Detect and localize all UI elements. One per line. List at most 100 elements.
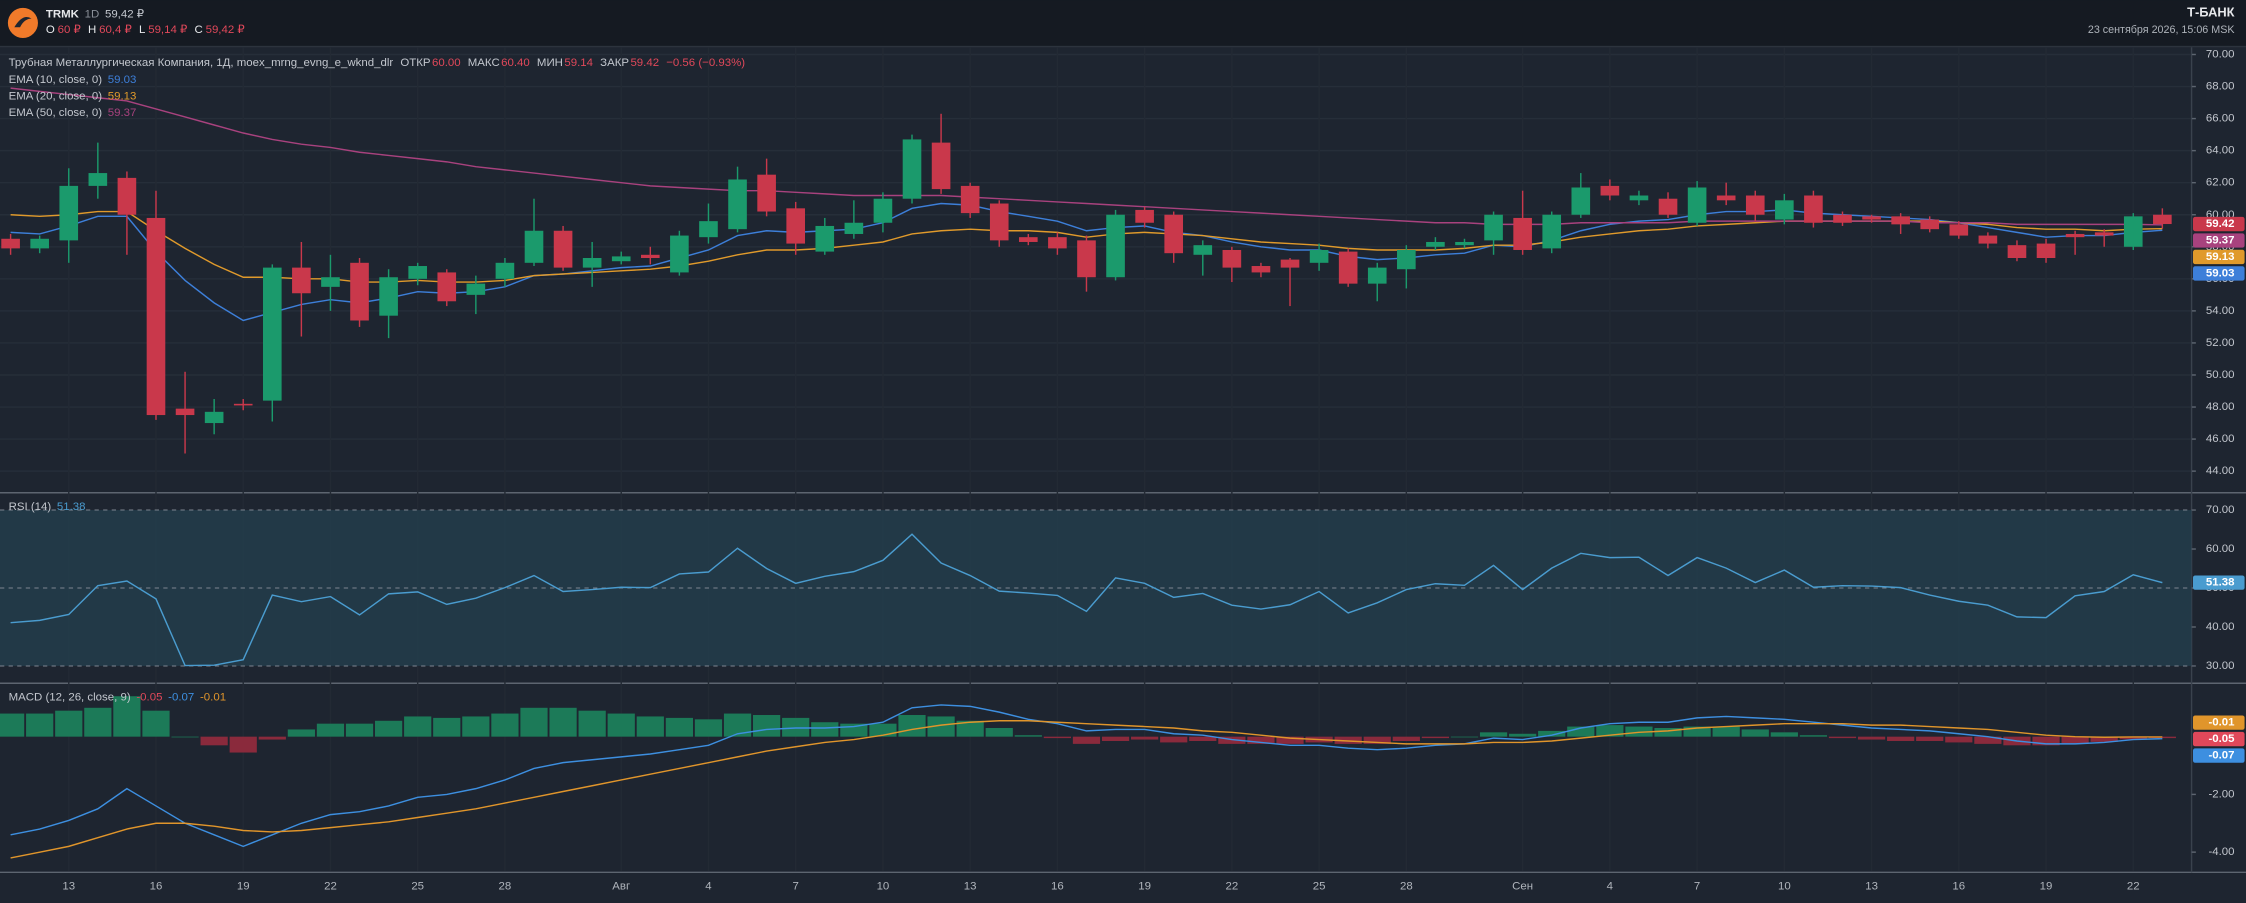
x-tick-label: 4	[705, 881, 712, 893]
candle-body	[786, 208, 806, 244]
ema-badge: 59.13	[2206, 251, 2235, 263]
candle-body	[582, 258, 602, 268]
x-tick-label: 19	[1138, 881, 1151, 893]
candle-body	[1542, 214, 1562, 249]
indicator-value: -0.05	[136, 692, 162, 704]
price-badge: 59.42	[2206, 218, 2235, 230]
histogram-bar	[1072, 736, 1101, 744]
candle-body	[1571, 187, 1591, 215]
ema-badge: 59.37	[2206, 235, 2235, 247]
y-tick-label: 44.00	[2206, 465, 2235, 477]
y-tick-label: 50.00	[2206, 369, 2235, 381]
histogram-bar	[811, 722, 839, 737]
histogram-bar	[723, 713, 752, 737]
macd-badge-bg	[2193, 731, 2245, 747]
histogram-bar	[1683, 726, 1711, 737]
histogram-bar	[1625, 726, 1653, 737]
ohlc-value: 59.42	[630, 57, 659, 69]
histogram-bar	[1916, 736, 1944, 741]
candle-body	[524, 230, 544, 263]
candle-body	[1455, 241, 1474, 246]
candle-body	[1658, 198, 1678, 215]
indicator-title: RSI (14)	[9, 501, 52, 513]
series-value: 59.13	[108, 91, 137, 103]
x-tick-label: 16	[1051, 881, 1064, 893]
candle-body	[757, 174, 776, 212]
candle-body	[59, 185, 79, 241]
x-tick-label: 28	[499, 881, 512, 893]
ohlc-value: 59,42 ₽	[206, 24, 245, 36]
series-name: EMA (50, close, 0)	[9, 107, 103, 119]
legend: MACD (12, 26, close, 9) -0.05 -0.07 -0.01	[9, 692, 226, 704]
histogram-bar	[1131, 736, 1159, 740]
macd-badge-bg	[2193, 715, 2245, 730]
histogram-bar	[229, 736, 257, 753]
macd-line	[10, 720, 2163, 859]
macd-line	[10, 704, 2163, 848]
ema-badge-bg	[2193, 249, 2245, 265]
candle-body	[1222, 249, 1242, 268]
histogram-bar	[753, 715, 781, 737]
candle-body	[815, 225, 835, 252]
ohlc-label: ЗАКР	[600, 57, 629, 69]
candle-body	[1600, 185, 1620, 196]
candle-body	[1280, 259, 1300, 268]
histogram-bar	[607, 713, 635, 737]
histogram-bar	[782, 717, 810, 737]
histogram-bar	[1276, 736, 1304, 744]
histogram-bar	[1596, 725, 1624, 737]
candle-body	[117, 177, 137, 215]
ohlc-value: 60 ₽	[58, 24, 81, 36]
candle-body	[1309, 249, 1329, 263]
macd-badge: -0.05	[2208, 733, 2235, 745]
histogram-bar	[1945, 736, 1973, 743]
candle-body	[960, 185, 980, 214]
candle-body	[408, 266, 427, 279]
histogram-bar	[2119, 736, 2147, 740]
histogram-bar	[1712, 726, 1740, 737]
candle-body	[1804, 195, 1823, 223]
candle-body	[1426, 241, 1445, 247]
histogram-bar	[1567, 726, 1595, 737]
candle-body	[437, 272, 457, 302]
histogram-bar	[375, 720, 403, 737]
candle-body	[495, 262, 515, 279]
macd-badge-bg	[2193, 748, 2245, 763]
candle-body	[1338, 251, 1358, 284]
histogram-bar	[1538, 730, 1566, 737]
candle-body	[175, 408, 195, 416]
ohlc-label: МИН	[537, 57, 563, 69]
ohlc-value: 60,4 ₽	[99, 24, 132, 36]
candle-body	[1716, 195, 1736, 201]
candle-body	[699, 221, 718, 238]
histogram-bar	[258, 736, 286, 740]
histogram-bar	[1363, 736, 1391, 744]
ema-badge-bg	[2193, 233, 2245, 248]
y-tick-label: 30.00	[2206, 660, 2235, 672]
ema-line	[10, 202, 2163, 322]
histogram-bar	[55, 710, 83, 737]
x-tick-label: 10	[1778, 881, 1791, 893]
histogram-bar	[287, 729, 315, 737]
histogram-bar	[404, 716, 432, 737]
datetime: 23 сентября 2026, 15:06 MSK	[2088, 24, 2235, 36]
rsi-badge: 51.38	[2206, 577, 2235, 589]
x-tick-label: 16	[1952, 881, 1965, 893]
histogram-bar	[1160, 736, 1188, 743]
histogram-bar	[84, 707, 112, 737]
y-tick-label: 60.00	[2206, 543, 2235, 555]
ticker: TRMK 1D 59,42 ₽	[46, 8, 144, 20]
histogram-bar	[898, 715, 926, 737]
histogram-bar	[1828, 736, 1857, 739]
y-tick-label: -2.00	[2208, 788, 2234, 800]
legend: EMA (20, close, 0) 59.13	[9, 91, 137, 103]
candle-body	[1135, 209, 1154, 223]
candle-body	[873, 198, 893, 223]
candle-body	[146, 217, 166, 416]
histogram-bar	[1043, 736, 1072, 739]
y-tick-label: 52.00	[2206, 337, 2235, 349]
ohlc-label: МАКС	[468, 57, 500, 69]
x-tick-label: 28	[1400, 881, 1413, 893]
candle-body	[350, 262, 369, 321]
